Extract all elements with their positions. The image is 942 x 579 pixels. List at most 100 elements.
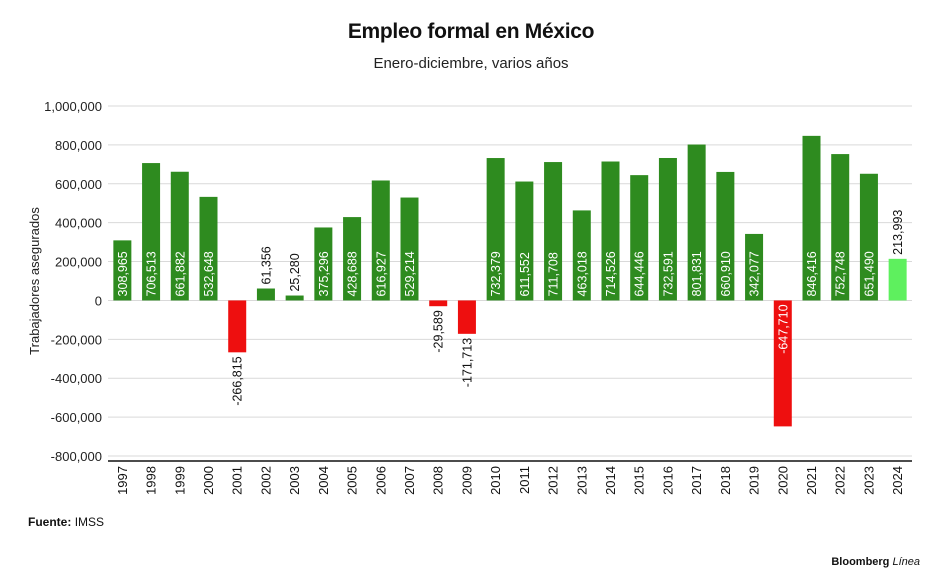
x-tick-label: 2021 [804, 466, 819, 495]
source-value: IMSS [74, 515, 105, 529]
x-tick-label: 1997 [115, 466, 130, 495]
bar [745, 233, 764, 301]
data-label: 213,993 [891, 210, 905, 255]
x-tick-label: 2005 [345, 466, 360, 495]
bar [199, 196, 218, 301]
data-label: 651,490 [862, 251, 876, 296]
x-tick-label: 2013 [574, 466, 589, 495]
bar [343, 217, 362, 301]
data-label: 711,708 [547, 252, 561, 296]
data-label: 661,882 [173, 251, 187, 296]
bar [400, 197, 419, 301]
bar [314, 227, 333, 301]
bar [515, 181, 534, 301]
data-label: 428,688 [346, 251, 360, 296]
x-tick-label: 2003 [287, 466, 302, 495]
y-tick-label: -400,000 [51, 371, 102, 386]
y-tick-label: 1,000,000 [44, 99, 102, 114]
chart-subtitle: Enero-diciembre, varios años [373, 55, 569, 72]
x-tick-label: 2000 [201, 466, 216, 495]
y-tick-label: 600,000 [55, 177, 102, 192]
y-tick-label: 800,000 [55, 138, 102, 153]
bar [228, 300, 247, 353]
bar [113, 240, 132, 301]
x-tick-label: 2017 [689, 466, 704, 495]
source-label: Fuente: [28, 515, 72, 529]
bar [630, 175, 649, 301]
x-tick-label: 2007 [402, 466, 417, 495]
x-tick-label: 2018 [718, 466, 733, 495]
x-tick-label: 2015 [632, 466, 647, 495]
data-label: 644,446 [633, 251, 647, 296]
x-tick-label: 1999 [172, 466, 187, 495]
bar [457, 300, 476, 334]
x-tick-label: 2019 [747, 466, 762, 495]
bar [687, 144, 706, 301]
data-label: 752,748 [834, 251, 848, 296]
x-tick-label: 2004 [316, 466, 331, 495]
x-tick-label: 2012 [546, 466, 561, 495]
x-tick-label: 2023 [861, 466, 876, 495]
data-label: -29,589 [432, 310, 446, 352]
data-label: 308,965 [116, 251, 130, 296]
data-label: -266,815 [231, 356, 245, 405]
bar [256, 288, 275, 301]
x-tick-label: 2020 [775, 466, 790, 495]
data-label: 660,910 [719, 251, 733, 296]
x-tick-label: 2022 [833, 466, 848, 495]
x-tick-label: 2014 [603, 466, 618, 495]
x-tick-label: 2001 [230, 466, 245, 495]
x-tick-label: 2009 [459, 466, 474, 495]
data-label: 342,077 [748, 251, 762, 296]
source-note: Fuente: IMSS [28, 515, 104, 529]
bar [601, 161, 620, 301]
bar [170, 171, 189, 301]
chart-title: Empleo formal en México [347, 20, 595, 43]
y-axis-title: Trabajadores asegurados [27, 207, 42, 355]
data-label: 714,526 [604, 251, 618, 296]
data-label: 801,831 [690, 251, 704, 296]
bar [716, 171, 735, 301]
data-label: 611,552 [518, 252, 532, 296]
data-label: 732,379 [489, 251, 503, 296]
y-tick-label: -600,000 [51, 410, 102, 425]
x-tick-label: 2006 [373, 466, 388, 495]
data-label: -647,710 [776, 304, 790, 353]
x-tick-label: 2024 [890, 466, 905, 495]
bar [859, 173, 878, 301]
brand-logo: Bloomberg Línea [831, 556, 920, 568]
x-tick-label: 2010 [488, 466, 503, 495]
bar [831, 154, 850, 301]
data-label: 25,280 [288, 253, 302, 291]
x-tick-label: 1998 [144, 466, 159, 495]
data-label: 846,416 [805, 251, 819, 296]
bar [773, 300, 792, 427]
bar [285, 295, 304, 301]
y-tick-label: 400,000 [55, 216, 102, 231]
brand-main: Bloomberg [831, 556, 890, 568]
bar [371, 180, 390, 301]
data-label: 532,648 [202, 251, 216, 296]
bar [802, 135, 821, 301]
brand-accent: Línea [892, 556, 920, 568]
x-tick-label: 2016 [660, 466, 675, 495]
y-tick-label: 200,000 [55, 255, 102, 270]
data-label: -171,713 [460, 338, 474, 387]
x-tick-label: 2002 [258, 466, 273, 495]
data-label: 463,018 [575, 251, 589, 296]
data-label: 706,513 [145, 251, 159, 296]
x-tick-label: 2011 [517, 466, 532, 494]
y-tick-label: 0 [95, 293, 102, 308]
data-label: 61,356 [259, 246, 273, 284]
y-tick-label: -800,000 [51, 449, 102, 464]
data-label: 732,591 [661, 251, 675, 296]
bar [429, 300, 448, 307]
data-label: 616,927 [374, 251, 388, 296]
bar [888, 258, 907, 301]
x-tick-label: 2008 [431, 466, 446, 495]
bar [572, 210, 591, 301]
bar [486, 158, 505, 301]
data-label: 375,296 [317, 251, 331, 296]
data-label: 529,214 [403, 251, 417, 296]
